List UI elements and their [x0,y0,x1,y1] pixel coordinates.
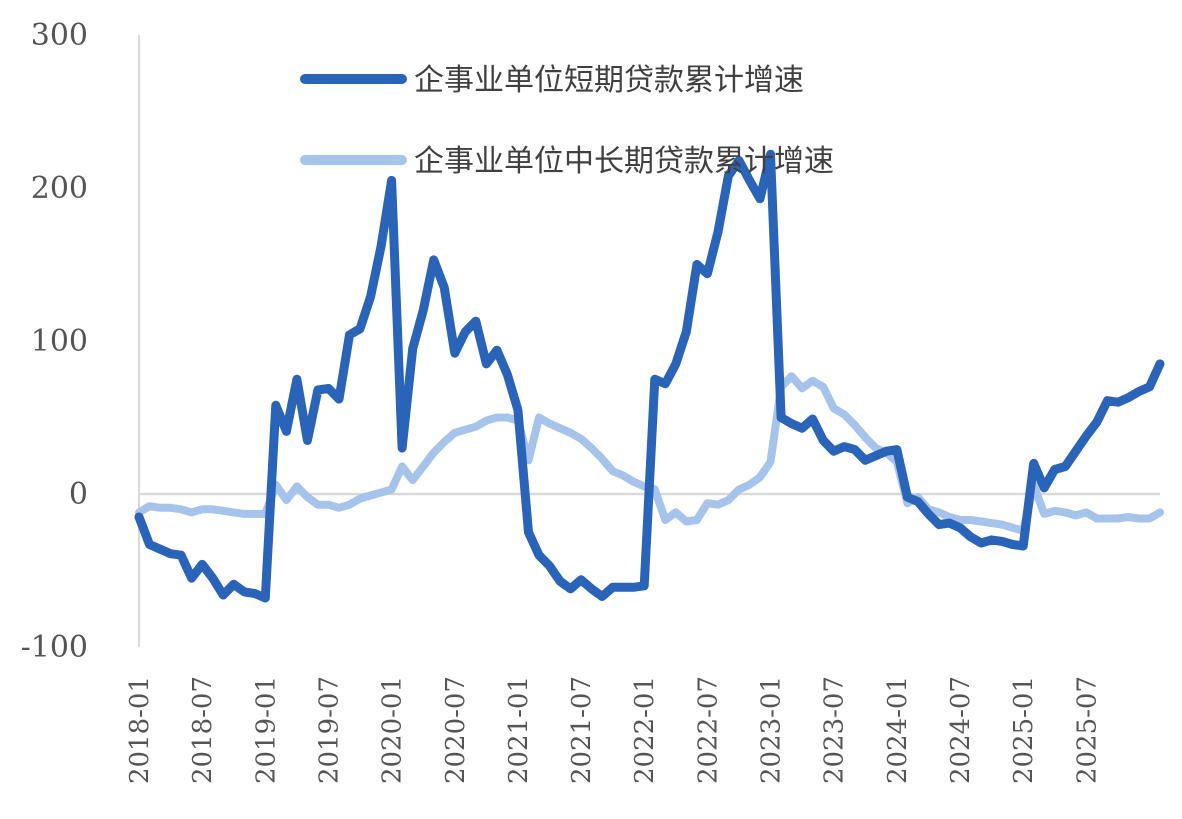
x-tick-label: 2022-01 [630,676,660,784]
x-tick-label: 2023-07 [820,676,850,784]
series-line-1 [134,149,1165,603]
x-tick-label: 2018-07 [188,676,218,784]
series-lines [134,149,1165,603]
legend-entry-2: 企事业单位中长期贷款累计增速 [300,144,834,179]
legend-label: 企事业单位短期贷款累计增速 [414,63,804,98]
x-tick-label: 2021-07 [567,676,597,784]
y-tick-label: 300 [31,18,88,53]
x-tick-label: 2018-01 [125,676,155,784]
x-tick-label: 2025-01 [1009,676,1039,784]
y-tick-label: 200 [31,171,88,206]
x-tick-label: 2020-07 [441,676,471,784]
y-tick-label: 100 [31,324,88,359]
x-tick-label: 2023-01 [757,676,787,784]
x-tick-label: 2021-01 [504,676,534,784]
x-tick-label: 2024-07 [946,676,976,784]
axes: 300 200 100 0 -100 2018-01 2018-07 2019-01 2019-… [21,18,1160,784]
y-tick-label: 0 [69,477,88,512]
legend-entry-1: 企事业单位短期贷款累计增速 [300,63,804,98]
x-tick-label: 2022-07 [693,676,723,784]
x-tick-label: 2019-07 [314,676,344,784]
x-tick-label: 2020-01 [378,676,408,784]
x-tick-label: 2024-01 [883,676,913,784]
x-tick-label: 2025-07 [1072,676,1102,784]
legend-label: 企事业单位中长期贷款累计增速 [414,144,834,179]
y-tick-label: -100 [21,630,88,665]
x-tick-label: 2019-01 [251,676,281,784]
